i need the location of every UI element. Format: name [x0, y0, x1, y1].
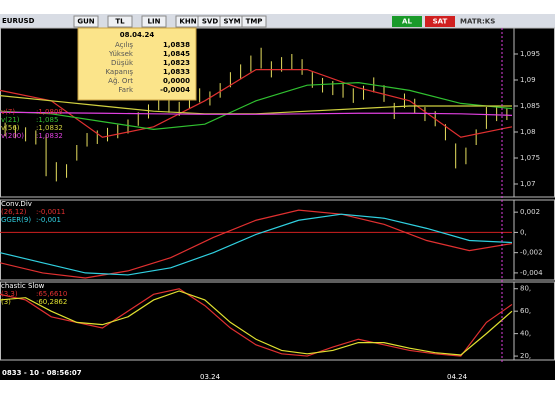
legend-value: :60,2862 [36, 298, 67, 306]
legend-name: (3,3) [1, 290, 18, 298]
y-tick-label: 20, [520, 352, 531, 360]
toolbar-button-label[interactable]: TMP [246, 18, 263, 26]
y-tick-label: 1,085 [520, 102, 540, 110]
y-tick-label: 60, [520, 307, 531, 315]
tooltip-value: 1,0845 [163, 50, 190, 58]
toolbar-button[interactable] [141, 15, 167, 28]
y-tick-label: 40, [520, 330, 531, 338]
tooltip-value: 1,0838 [163, 41, 190, 49]
indicator-line [0, 213, 513, 276]
y-tick-label: -0,004 [520, 269, 543, 277]
tooltip-value: -0,0004 [160, 86, 190, 94]
tooltip-key: Kapanış [105, 68, 133, 76]
toolbar-button-label[interactable]: GUN [77, 18, 94, 26]
legend-value: :1,085 [36, 116, 58, 124]
sell-button[interactable] [425, 16, 455, 27]
indicator-line [0, 288, 513, 357]
footer [0, 362, 555, 380]
toolbar-button[interactable] [107, 15, 133, 28]
y-tick-label: 80, [520, 285, 531, 293]
indicator-line [0, 111, 513, 116]
tooltip-key: Açılış [115, 41, 133, 49]
legend-name: v(7) [1, 108, 15, 116]
date-label: 04.24 [447, 373, 468, 381]
legend-value: :1,0808 [36, 108, 63, 116]
legend-value: :1,0832 [36, 124, 63, 132]
y-tick-label: 1,095 [520, 50, 540, 58]
matrix-button[interactable]: MATR:KS [460, 18, 495, 26]
tooltip-key: Düşük [111, 59, 134, 67]
tooltip-date: 08.04.24 [120, 31, 155, 39]
tooltip [77, 27, 197, 101]
y-tick-label: 1,075 [520, 154, 540, 162]
legend-name: (3) [1, 298, 11, 306]
top-margin [0, 0, 555, 14]
y-tick-label: -0,002 [520, 249, 543, 257]
y-tick-label: 0, [520, 228, 527, 236]
indicator-line [0, 290, 513, 356]
clock: 0833 - 10 - 08:56:07 [2, 369, 82, 377]
legend-value: :-0,001 [36, 216, 61, 224]
tooltip-value: 0,0000 [163, 77, 190, 85]
symbol: EURUSD [2, 17, 35, 25]
sell-label[interactable]: SAT [433, 18, 448, 26]
buy-label[interactable]: AL [402, 18, 412, 26]
legend-name: v(21) [1, 116, 20, 124]
tooltip-value: 1,0833 [163, 68, 190, 76]
legend-name: (26,12) [1, 208, 27, 216]
indicator-line [0, 209, 513, 279]
tooltip-key: Fark [118, 86, 134, 94]
toolbar-button[interactable] [241, 15, 267, 28]
toolbar-button-label[interactable]: SYM [223, 18, 240, 26]
legend-name: v(200) [1, 132, 24, 140]
toolbar-button-label[interactable]: KHN [179, 18, 196, 26]
y-tick-label: 1,09 [520, 76, 536, 84]
legend-value: :-0,0011 [36, 208, 65, 216]
toolbar-button-label[interactable]: LIN [148, 18, 161, 26]
indicator-line [0, 81, 513, 131]
tooltip-key: Ağ. Ort [108, 77, 133, 85]
indicator-title: chastic Slow [1, 282, 45, 290]
legend-value: :1,0832 [36, 132, 63, 140]
legend-name: GGER(9) [1, 216, 31, 224]
bottom-margin [0, 380, 555, 400]
toolbar-button-label[interactable]: TL [115, 18, 125, 26]
date-label: 03.24 [200, 373, 221, 381]
toolbar-button-label[interactable]: SVD [202, 18, 218, 26]
tooltip-key: Yüksek [108, 50, 134, 58]
legend-name: v(56) [1, 124, 20, 132]
legend-value: :65,6610 [36, 290, 67, 298]
y-tick-label: 1,07 [520, 180, 536, 188]
indicator-title: Conv.Div [1, 200, 32, 208]
y-tick-label: 1,08 [520, 128, 536, 136]
toolbar-button[interactable] [73, 15, 99, 28]
y-tick-label: 0,002 [520, 208, 540, 216]
buy-button[interactable] [392, 16, 422, 27]
tooltip-value: 1,0823 [163, 59, 190, 67]
